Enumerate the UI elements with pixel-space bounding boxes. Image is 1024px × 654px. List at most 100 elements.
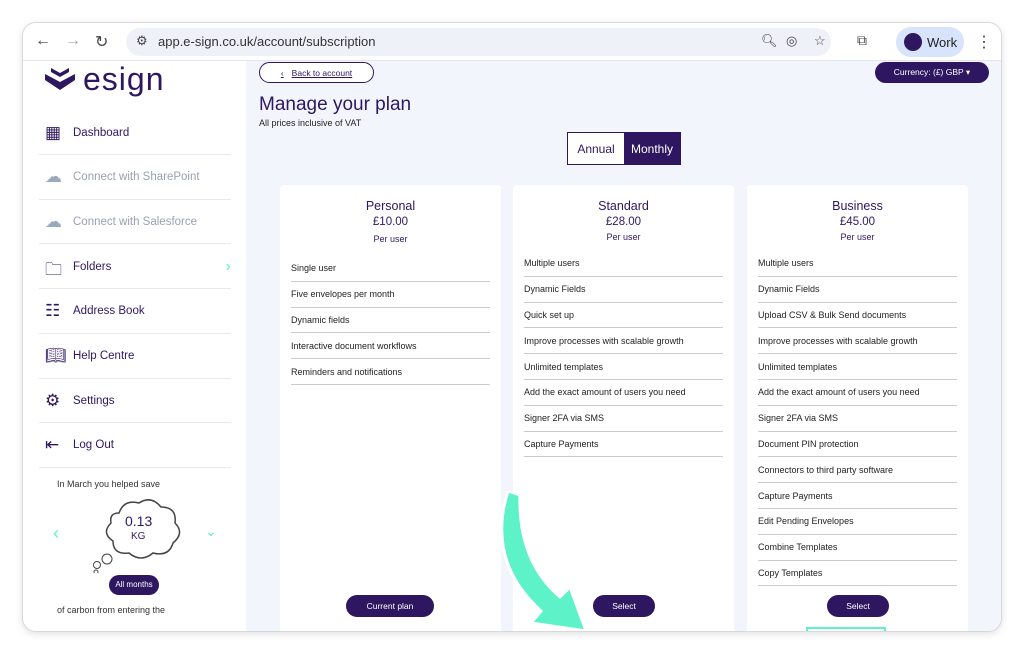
sidebar-item-label: Folders (73, 260, 112, 273)
plan-card-standard: Standard £28.00 Per user Multiple users D… (513, 185, 734, 631)
feature-item: Improve processes with scalable growth (524, 328, 723, 355)
all-months-button[interactable]: All months (109, 575, 159, 595)
sidebar-item-dashboard[interactable]: ▦ Dashboard (39, 111, 231, 155)
tab-annual[interactable]: Annual (577, 141, 615, 156)
feature-item: Combine Templates (758, 535, 957, 561)
back-label: Back to account (291, 67, 353, 78)
address-book-icon: ☷ (45, 301, 61, 321)
star-icon[interactable]: ☆ (814, 33, 826, 48)
chevron-right-icon[interactable]: › (225, 257, 231, 275)
salesforce-icon: ☁ (45, 211, 62, 231)
sidebar-item-label: Settings (73, 394, 115, 407)
feature-item: Multiple users (758, 251, 957, 277)
sidebar-item-label: Dashboard (73, 126, 130, 139)
sidebar-item-settings[interactable]: ⚙ Settings (39, 379, 231, 424)
carbon-unit: KG (131, 531, 146, 542)
plan-per: Per user (840, 232, 875, 242)
plan-name: Personal (365, 199, 416, 213)
back-arrow-icon[interactable]: ← (35, 32, 51, 49)
feature-item: Add the exact amount of users you need (758, 380, 957, 406)
feature-item: Dynamic Fields (758, 277, 957, 303)
extensions-icon[interactable]: ⧉ (857, 32, 867, 48)
eye-off-icon[interactable]: ◎ (786, 33, 798, 48)
carbon-outro: of carbon from entering the (57, 605, 166, 615)
feature-item: Dynamic Fields (524, 277, 723, 303)
profile-button[interactable]: Work (896, 27, 964, 57)
feature-item: Single user (291, 256, 490, 282)
plan-card-business: Business £45.00 Per user Multiple users D… (747, 185, 968, 631)
forward-arrow-icon[interactable]: → (65, 32, 81, 49)
logo-icon (45, 68, 75, 90)
carbon-intro: In March you helped save (57, 479, 161, 489)
feature-item: Dynamic fields (291, 308, 490, 334)
billing-toggle: Annual Monthly (567, 132, 681, 165)
feature-item: Signer 2FA via SMS (758, 406, 957, 432)
feature-item: Capture Payments (758, 483, 957, 509)
feature-item: Improve processes with scalable growth (758, 328, 957, 355)
plan-name: Business (832, 199, 883, 213)
sidebar-item-folders[interactable]: 🗀 Folders › (39, 245, 231, 290)
plan-per: Per user (606, 232, 641, 242)
address-bar[interactable]: ⚙ app.e-sign.co.uk/account/subscription … (126, 28, 831, 56)
feature-item: Unlimited templates (524, 354, 723, 380)
sidebar-item-label: Address Book (73, 305, 145, 318)
chevron-down-icon[interactable]: ⌄ (205, 523, 217, 539)
logout-icon: ⇤ (45, 435, 60, 455)
reload-icon[interactable]: ↻ (95, 34, 109, 51)
sidebar-item-label: Log Out (73, 439, 114, 452)
page-title: Manage your plan (259, 94, 412, 115)
plan-price: £45.00 (839, 216, 876, 228)
menu-dots-icon[interactable]: ⋮ (976, 34, 992, 51)
logo-text: esign (83, 60, 165, 97)
feature-item: Unlimited templates (758, 354, 957, 380)
feature-item: Add the exact amount of users you need (524, 380, 723, 406)
feature-item: Signer 2FA via SMS (524, 406, 723, 432)
sharepoint-icon: ☁ (45, 167, 62, 187)
feature-item: Connectors to third party software (758, 457, 957, 484)
sidebar-item-label: Help Centre (73, 350, 135, 362)
plan-price: £10.00 (372, 216, 409, 228)
sidebar-item-connect-with-salesforce[interactable]: ☁ Connect with Salesforce (39, 200, 231, 245)
highlight-box (806, 627, 886, 631)
back-to-account-link[interactable]: ‹ Back to account (259, 62, 374, 83)
cloud-icon (93, 499, 181, 573)
carbon-value: 0.13 (125, 513, 153, 529)
esign-logo[interactable]: esign (43, 60, 165, 97)
feature-item: Document PIN protection (758, 432, 957, 458)
arrow-annotation-icon (500, 491, 588, 631)
sidebar-item-label: Connect with SharePoint (73, 171, 200, 184)
sidebar-item-log-out[interactable]: ⇤ Log Out (39, 424, 231, 468)
sidebar-item-address-book[interactable]: ☷ Address Book (39, 290, 231, 334)
sidebar-item-label: Connect with Salesforce (73, 215, 198, 228)
folder-icon: 🗀 (45, 259, 62, 279)
feature-item: Multiple users (524, 251, 723, 277)
feature-list: Single user Five envelopes per month Dynam… (291, 256, 490, 385)
plan-price: £28.00 (605, 216, 642, 228)
sidebar-item-connect-with-sharepoint[interactable]: ☁ Connect with SharePoint (39, 156, 231, 200)
chevron-left-icon: ‹ (280, 67, 284, 78)
site-settings-icon[interactable]: ⚙ (136, 33, 148, 48)
dashboard-icon: ▦ (45, 122, 62, 142)
carbon-widget: In March you helped save ‹ ⌄ 0.13 KG All… (39, 479, 231, 615)
feature-item: Edit Pending Envelopes (758, 509, 957, 535)
feature-list: Multiple users Dynamic Fields Upload CSV &… (758, 251, 957, 587)
plan-card-personal: Personal £10.00 Per user Single user Five… (280, 185, 501, 631)
book-icon: 📖︎ (45, 346, 67, 365)
page-subtitle: All prices inclusive of VAT (259, 118, 362, 128)
plan-per: Per user (373, 234, 408, 244)
chevron-left-icon[interactable]: ‹ (53, 523, 59, 543)
zoom-icon[interactable]: 🔍︎ (761, 33, 778, 48)
currency-dropdown[interactable]: Currency: (£) GBP ▾ (875, 62, 989, 83)
tab-monthly[interactable]: Monthly (624, 133, 680, 164)
feature-item: Capture Payments (524, 432, 723, 458)
select-button[interactable]: Select (827, 595, 889, 617)
browser-toolbar: ← → ↻ ⚙ app.e-sign.co.uk/account/subscri… (23, 23, 1001, 61)
feature-item: Copy Templates (758, 561, 957, 587)
url-text: app.e-sign.co.uk/account/subscription (158, 34, 376, 49)
feature-item: Five envelopes per month (291, 282, 490, 308)
sidebar-item-help-centre[interactable]: 📖︎ Help Centre (39, 335, 231, 379)
feature-item: Reminders and notifications (291, 359, 490, 385)
select-button[interactable]: Select (593, 595, 655, 617)
browser-window: ← → ↻ ⚙ app.e-sign.co.uk/account/subscri… (22, 22, 1002, 632)
current-plan-button[interactable]: Current plan (346, 595, 434, 617)
